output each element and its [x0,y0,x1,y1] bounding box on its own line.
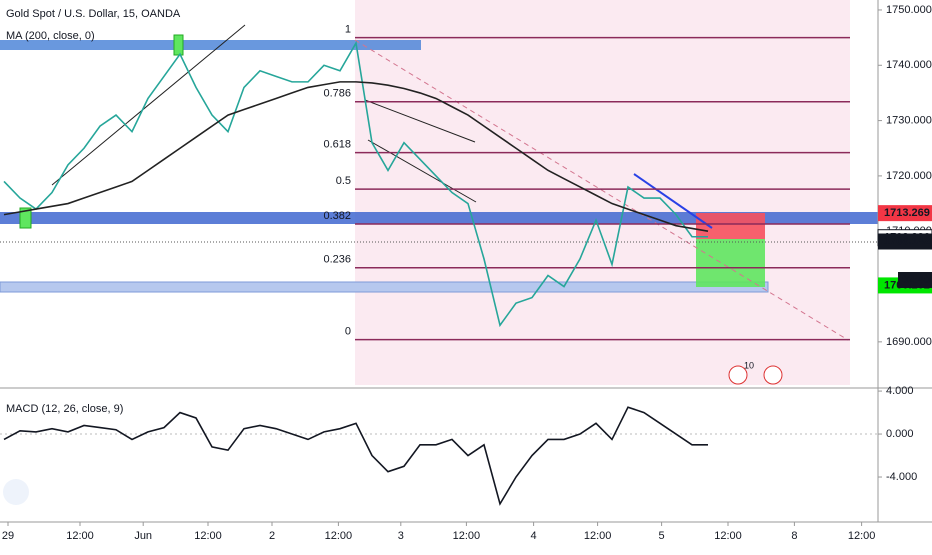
trendline [364,99,476,143]
legend-entry: MA (200, close, 0) [6,30,95,42]
x-tick-label: 12:00 [194,530,222,542]
series-line [3,81,709,233]
legend-entry: MACD (12, 26, close, 9) [6,403,123,415]
logo[interactable] [3,479,29,505]
y-tick-label: 1740.000 [886,59,932,71]
timer: 02:40 [902,274,930,286]
x-tick-label: 8 [791,530,797,542]
x-tick-label: 12:00 [453,530,481,542]
event-count: 10 [744,360,754,370]
trendline [367,139,477,203]
x-tick-label: 12:00 [848,530,876,542]
fib-zone [355,0,850,385]
price-tag [878,205,932,222]
zone [0,40,421,50]
trendline [354,39,849,341]
x-tick-label: 4 [531,530,537,542]
chart-title: Gold Spot / U.S. Dollar, 15, OANDA [6,8,181,20]
y-tick-label: 4.000 [886,385,914,397]
x-tick-label: 29 [2,530,14,542]
x-tick-label: 12:00 [584,530,612,542]
timer-tag [898,272,932,288]
y-tick-label: 1750.000 [886,4,932,16]
y-tick-label: 1690.000 [886,336,932,348]
fib-label: 1 [345,24,351,36]
price-tag-label: 1713.269 [884,207,930,219]
fib-label: 0 [345,326,351,338]
y-tick-label: 0.000 [886,428,914,440]
y-tick-label: 1720.000 [886,170,932,182]
event-icon[interactable] [728,365,748,385]
x-tick-label: Jun [134,530,152,542]
y-tick-label: 1730.000 [886,114,932,126]
x-tick-label: 3 [398,530,404,542]
fib-label: 0.618 [323,139,351,151]
fib-label: 0.382 [323,210,351,222]
marker [173,34,184,56]
x-tick-label: 2 [269,530,275,542]
price-tag [878,233,932,250]
target-box [696,239,765,287]
fib-label: 0.5 [336,175,351,187]
series-line [3,406,708,506]
trendline [51,24,246,186]
x-tick-label: 12:00 [66,530,94,542]
zone [0,212,878,224]
fib-label: 0.236 [323,254,351,266]
series-line [3,40,708,328]
x-tick-label: 12:00 [714,530,742,542]
price-tag-label: 1708.142 [884,235,930,247]
event-icon[interactable] [763,365,783,385]
x-tick-label: 5 [659,530,665,542]
y-tick-label: -4.000 [886,471,917,483]
marker [19,207,32,229]
zone [0,281,769,293]
fib-label: 0.786 [323,88,351,100]
x-tick-label: 12:00 [325,530,353,542]
trendline [633,173,713,229]
stop-box [696,213,765,239]
